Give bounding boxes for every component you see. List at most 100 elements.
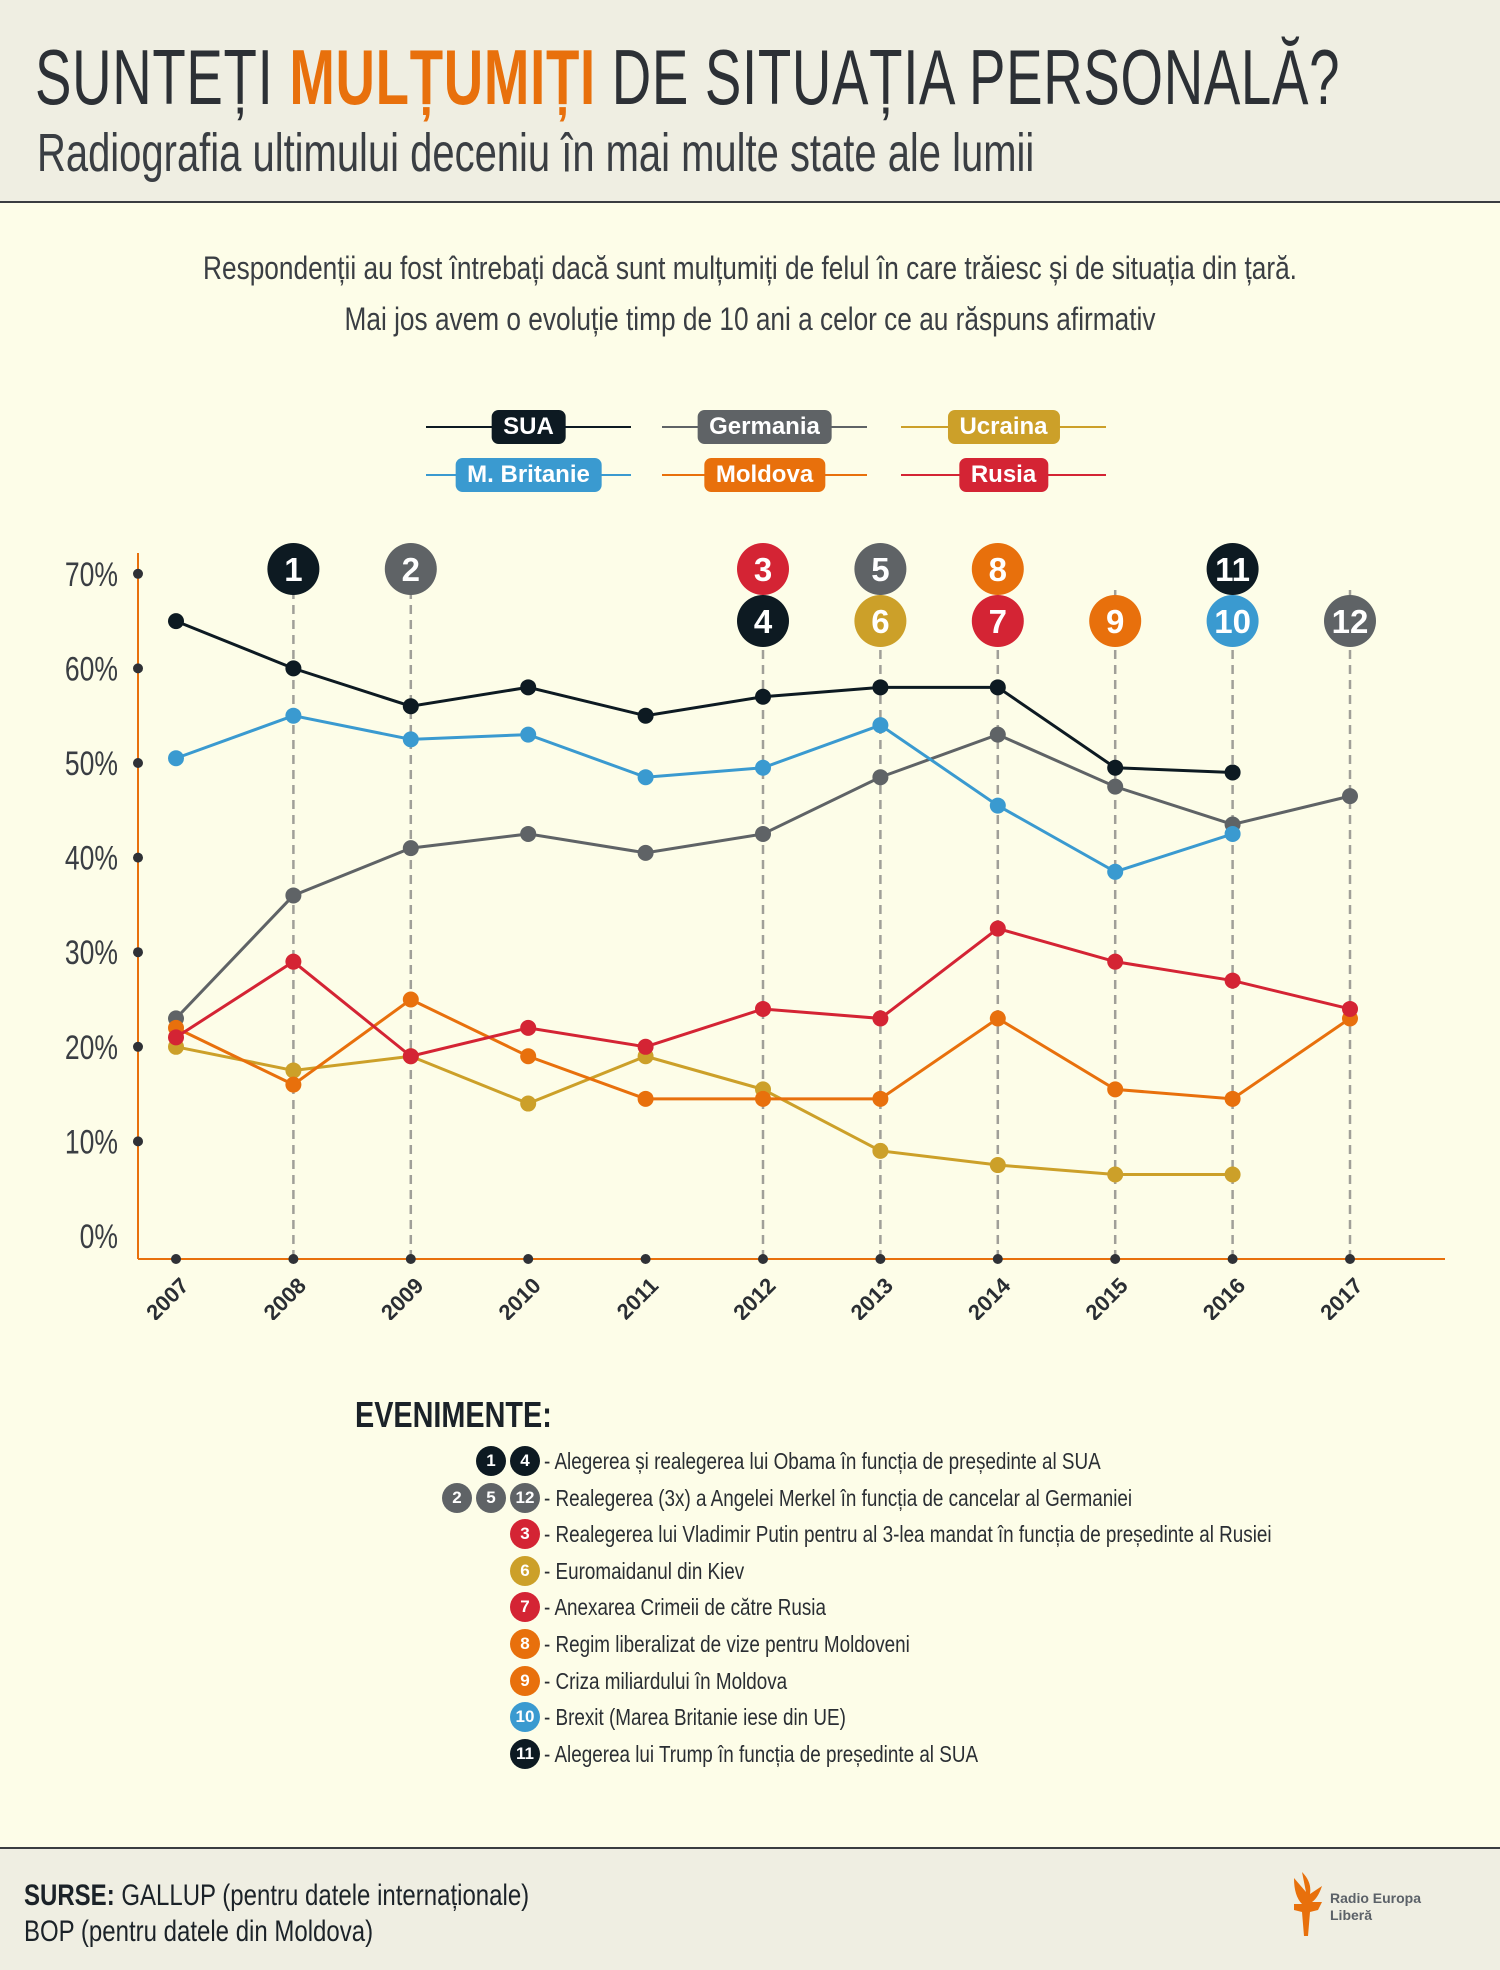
event-marker-number: 11 [1215, 551, 1250, 588]
event-marker-circle [267, 543, 320, 595]
event-item: 10- Brexit (Marea Britanie iese din UE) [0, 1702, 1500, 1734]
y-tick-dot [133, 1136, 143, 1147]
event-marker-number: 12 [1332, 603, 1369, 640]
data-point [520, 1095, 537, 1112]
event-marker-circle [737, 595, 789, 647]
legend-item-m-britanie: M. Britanie [426, 458, 631, 492]
data-point [520, 1019, 537, 1036]
event-number-badge: 5 [476, 1482, 506, 1513]
event-marker-10: 10 [1206, 595, 1259, 647]
event-marker-circle [1089, 595, 1142, 647]
series-m-britanie [168, 707, 1241, 880]
x-tick-dot [1345, 1254, 1355, 1264]
event-text: - Realegerea (3x) a Angelei Merkel în fu… [544, 1484, 1133, 1511]
series-sua [168, 613, 1241, 781]
x-tick-dot [992, 1254, 1003, 1264]
data-point [989, 1157, 1006, 1174]
data-point [1224, 764, 1241, 781]
event-marker-circle [971, 595, 1024, 647]
data-point [872, 1142, 889, 1159]
y-tick-label: 30% [65, 934, 118, 972]
event-text: - Realegerea lui Vladimir Putin pentru a… [544, 1521, 1272, 1548]
event-marker-circle [854, 595, 907, 647]
legend-label: Germania [697, 410, 832, 444]
y-tick-label: 40% [65, 839, 118, 877]
event-marker-circle [1206, 595, 1259, 647]
data-point [520, 679, 537, 696]
event-marker-1: 1 [267, 543, 320, 595]
event-item: 8- Regim liberalizat de vize pentru Mold… [0, 1629, 1500, 1661]
data-point [872, 717, 889, 734]
x-tick-label: 2015 [1080, 1273, 1132, 1320]
source-line-2: BOP (pentru datele din Moldova) [24, 1915, 374, 1948]
x-tick-label: 2010 [493, 1273, 545, 1320]
data-point [872, 1010, 889, 1027]
legend-label: Moldova [703, 458, 826, 492]
event-marker-2: 2 [384, 543, 437, 595]
legend-label: Rusia [958, 458, 1049, 492]
event-marker-number: 1 [284, 551, 302, 588]
event-marker-number: 7 [989, 603, 1007, 640]
event-marker-number: 6 [871, 603, 889, 640]
event-marker-8: 8 [971, 543, 1024, 595]
y-tick-dot [133, 758, 143, 768]
event-marker-11: 11 [1206, 543, 1259, 595]
logo-line-2: Liberă [1330, 1907, 1373, 1923]
data-point [637, 1038, 654, 1055]
data-point [989, 679, 1006, 696]
data-point [1107, 778, 1124, 795]
event-item: 9- Criza miliardului în Moldova [0, 1665, 1500, 1698]
data-point [755, 1090, 771, 1107]
y-tick-label: 50% [65, 745, 118, 783]
event-marker-number: 4 [754, 603, 773, 640]
x-tick-dot [1227, 1254, 1238, 1264]
legend-item-moldova: Moldova [662, 458, 867, 492]
x-tick-dot [758, 1254, 768, 1264]
data-point [520, 726, 537, 743]
event-item: 11- Alegerea lui Trump în funcția de pre… [0, 1738, 1500, 1771]
event-marker-circle [1206, 543, 1259, 595]
intro-line-2: Mai jos avem o evoluție timp de 10 ani a… [344, 301, 1156, 337]
event-markers: 11 [510, 1738, 540, 1769]
y-tick-dot [133, 663, 143, 674]
event-marker-7: 7 [971, 595, 1024, 647]
event-text: - Alegerea lui Trump în funcția de preșe… [544, 1740, 979, 1767]
event-item: 2 5 12- Realegerea (3x) a Angelei Merkel î… [0, 1482, 1500, 1515]
event-number-badge: 2 [442, 1482, 472, 1513]
x-tick-label: 2016 [1198, 1273, 1250, 1320]
data-point [168, 613, 184, 630]
data-point [402, 840, 419, 857]
data-point [1107, 953, 1124, 970]
data-point [402, 1048, 419, 1065]
data-point [1107, 1081, 1124, 1098]
data-point [637, 707, 654, 724]
event-number-badge: 3 [510, 1519, 540, 1550]
event-marker-circle [384, 543, 437, 595]
x-tick-dot [171, 1254, 181, 1264]
data-point [285, 707, 302, 724]
event-number-badge: 12 [510, 1482, 540, 1513]
event-text: - Regim liberalizat de vize pentru Moldo… [544, 1631, 910, 1657]
series-line [175, 714, 1234, 874]
event-item: 7- Anexarea Crimeii de către Rusia [0, 1592, 1500, 1624]
x-tick-dot [288, 1254, 299, 1264]
data-point [872, 1090, 889, 1107]
logo-line-1: Radio Europa [1330, 1890, 1422, 1906]
event-marker-number: 2 [402, 551, 420, 588]
event-markers: 8 [510, 1629, 540, 1659]
event-marker-3: 3 [737, 543, 789, 595]
legend-item-germania: Germania [662, 410, 867, 444]
rfe-logo: Radio Europa Liberă [1288, 1868, 1488, 1938]
title-part: SUNTEȚI [35, 33, 290, 121]
footer: SURSE: GALLUP (pentru datele internațion… [0, 1847, 1500, 1970]
legend-item-rusia: Rusia [901, 458, 1106, 492]
event-number-badge: 1 [476, 1446, 506, 1476]
data-point [755, 1000, 771, 1017]
data-point [989, 726, 1006, 743]
data-point [755, 688, 771, 705]
event-item: 6- Euromaidanul din Kiev [0, 1555, 1500, 1588]
legend-label: SUA [491, 410, 566, 444]
data-point [637, 844, 654, 861]
event-number-badge: 4 [510, 1446, 540, 1476]
